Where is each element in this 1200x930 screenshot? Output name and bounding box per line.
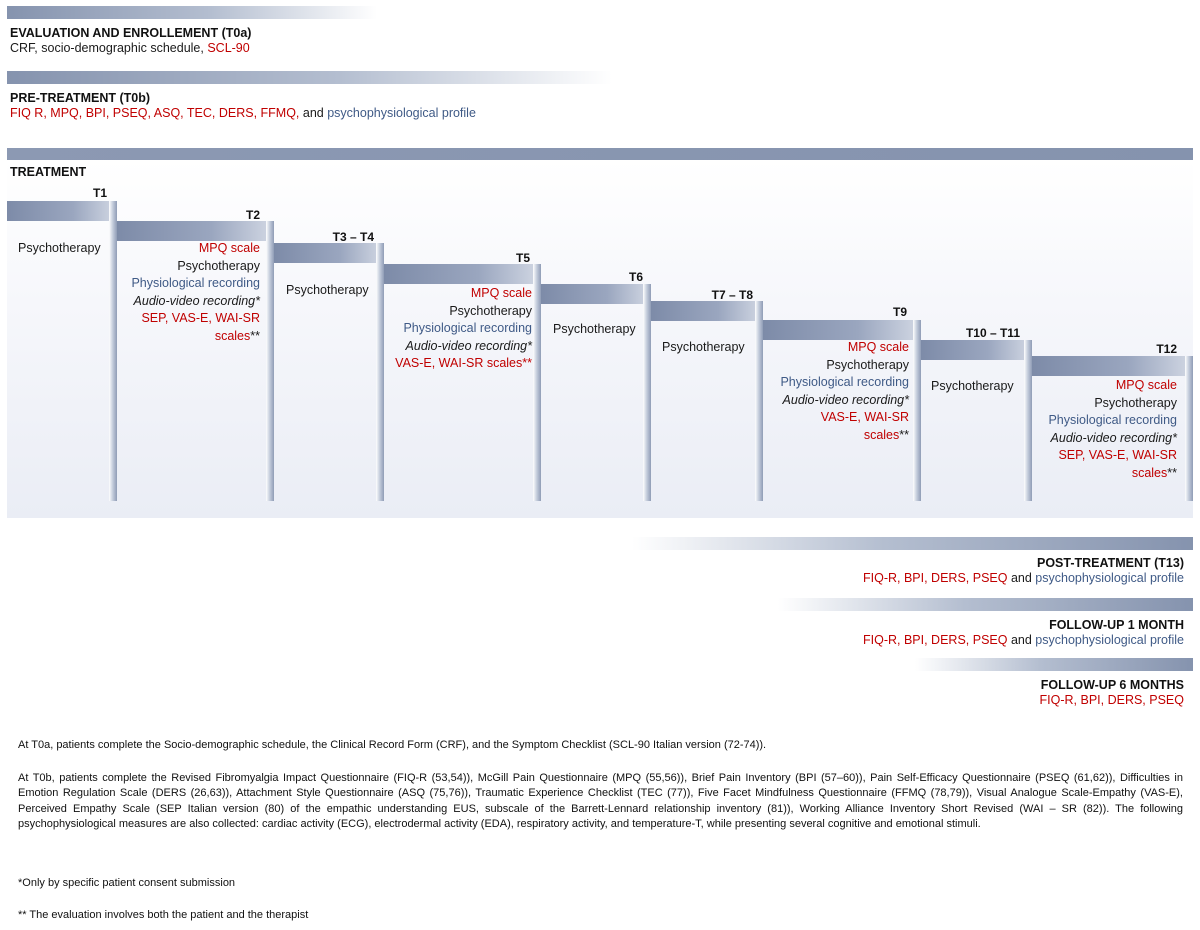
eval-instruments: CRF, socio-demographic schedule, SCL-90 <box>10 40 250 57</box>
step-post-t12 <box>1185 356 1193 501</box>
step-label-t3-t4: T3 – T4 <box>332 230 374 244</box>
step-label-t5: T5 <box>515 251 530 265</box>
step-t12-psychotherapy: Psychotherapy <box>1094 395 1177 410</box>
step-t9-content: MPQ scale Psychotherapy Physiological re… <box>780 339 909 444</box>
footnote-both: ** The evaluation involves both the pati… <box>18 909 309 921</box>
treatment-background <box>7 160 1193 518</box>
step-t12-mpq: MPQ scale <box>1115 378 1177 392</box>
eval-instruments-black: CRF, socio-demographic schedule, <box>10 41 208 55</box>
step-t9-physio: Physiological recording <box>780 375 909 389</box>
step-bar-t9 <box>763 320 921 340</box>
fu1-instruments-red: FIQ-R, BPI, DERS, PSEQ <box>863 633 1008 647</box>
step-label-t2: T2 <box>245 208 260 222</box>
step-t9-mpq: MPQ scale <box>847 340 909 354</box>
step-t1-psychotherapy: Psychotherapy <box>18 241 101 255</box>
treatment-title: TREATMENT <box>10 165 87 179</box>
post-instruments-blue: psychophysiological profile <box>1035 571 1184 585</box>
step-label-t12: T12 <box>1156 342 1177 356</box>
step-t10-t11-psychotherapy: Psychotherapy <box>931 379 1014 393</box>
step-bar-t10-t11 <box>921 340 1032 360</box>
step-bar-t7-t8 <box>651 301 763 321</box>
step-post-t10-t11 <box>1024 340 1032 501</box>
step-t9-scales-word: scales <box>863 427 900 442</box>
fu1-title: FOLLOW-UP 1 MONTH <box>1049 618 1184 632</box>
post-bar <box>632 537 1193 550</box>
step-bar-t2 <box>117 221 274 241</box>
step-t5-physio: Physiological recording <box>403 321 532 335</box>
step-bar-t12 <box>1032 356 1193 376</box>
footnote-t0b: At T0b, patients complete the Revised Fi… <box>18 772 1183 831</box>
post-instruments-red: FIQ-R, BPI, DERS, PSEQ <box>863 571 1008 585</box>
step-t2-physio: Physiological recording <box>131 276 260 290</box>
step-post-t3-t4 <box>376 243 384 501</box>
footnote-t0a: At T0a, patients complete the Socio-demo… <box>18 739 767 751</box>
step-post-t9 <box>913 320 921 501</box>
step-t12-scales-word: scales <box>1131 465 1168 480</box>
pre-instruments-blue: psychophysiological profile <box>327 106 476 120</box>
step-t6-psychotherapy: Psychotherapy <box>553 322 636 336</box>
step-post-t7-t8 <box>755 301 763 501</box>
step-t2-double-mark: ** <box>250 328 260 343</box>
fu6-title: FOLLOW-UP 6 MONTHS <box>1040 678 1184 692</box>
step-label-t9: T9 <box>892 305 907 319</box>
step-t2-scales: SEP, VAS-E, WAI-SR <box>141 311 260 325</box>
step-post-t5 <box>533 264 541 501</box>
step-label-t10-t11: T10 – T11 <box>965 326 1020 340</box>
pre-instruments-and: and <box>299 106 328 120</box>
step-t2-psychotherapy: Psychotherapy <box>177 258 260 273</box>
step-t5-content: MPQ scale Psychotherapy Physiological re… <box>395 285 532 373</box>
step-t5-psychotherapy: Psychotherapy <box>449 303 532 318</box>
step-t9-scales-2: scales** <box>780 427 909 445</box>
post-instruments-and: and <box>1007 571 1036 585</box>
step-t12-physio: Physiological recording <box>1048 413 1177 427</box>
fu1-instruments-and: and <box>1007 633 1036 647</box>
step-t2-content: MPQ scale Psychotherapy Physiological re… <box>131 240 260 345</box>
step-t3-t4-psychotherapy: Psychotherapy <box>286 283 369 297</box>
step-t2-scales-2: scales** <box>131 328 260 346</box>
step-t12-double-mark: ** <box>1167 465 1177 480</box>
pre-title: PRE-TREATMENT (T0b) <box>10 91 151 105</box>
step-bar-t5 <box>384 264 541 284</box>
pre-instruments: FIQ R, MPQ, BPI, PSEQ, ASQ, TEC, DERS, F… <box>10 105 476 122</box>
footnote-consent: *Only by specific patient consent submis… <box>18 877 236 889</box>
step-bar-t3-t4 <box>274 243 384 263</box>
step-t7-t8-psychotherapy: Psychotherapy <box>662 340 745 354</box>
fu1-instruments-blue: psychophysiological profile <box>1035 633 1184 647</box>
pre-bar <box>7 71 612 84</box>
step-t9-double-mark: ** <box>899 427 909 442</box>
step-post-t6 <box>643 284 651 501</box>
eval-title: EVALUATION AND ENROLLEMENT (T0a) <box>10 26 252 40</box>
pre-instruments-red: FIQ R, MPQ, BPI, PSEQ, ASQ, TEC, DERS, F… <box>10 106 300 120</box>
eval-bar <box>7 6 377 19</box>
step-t12-scales: SEP, VAS-E, WAI-SR <box>1058 448 1177 462</box>
fu6-instruments: FIQ-R, BPI, DERS, PSEQ <box>1039 693 1184 707</box>
step-bar-t6 <box>541 284 651 304</box>
step-t5-scales: VAS-E, WAI-SR scales** <box>395 356 532 370</box>
step-label-t1: T1 <box>92 186 107 200</box>
step-post-t1 <box>109 201 117 501</box>
post-instruments: FIQ-R, BPI, DERS, PSEQ and psychophysiol… <box>863 570 1184 587</box>
fu6-bar <box>915 658 1193 671</box>
step-bar-t1 <box>7 201 117 221</box>
step-label-t6: T6 <box>628 270 643 284</box>
step-t2-mpq: MPQ scale <box>198 241 260 255</box>
step-t2-audio: Audio-video recording* <box>133 293 260 308</box>
step-t5-mpq: MPQ scale <box>470 286 532 300</box>
step-t9-scales: VAS-E, WAI-SR <box>820 410 909 424</box>
eval-instruments-red: SCL-90 <box>207 41 250 55</box>
step-t9-audio: Audio-video recording* <box>782 392 909 407</box>
fu1-instruments: FIQ-R, BPI, DERS, PSEQ and psychophysiol… <box>863 632 1184 649</box>
fu1-bar <box>778 598 1193 611</box>
step-t2-scales-word: scales <box>214 328 251 343</box>
step-t12-audio: Audio-video recording* <box>1050 430 1177 445</box>
step-t12-scales-2: scales** <box>1048 465 1177 483</box>
step-t12-content: MPQ scale Psychotherapy Physiological re… <box>1048 377 1177 482</box>
treatment-bar <box>7 148 1193 160</box>
step-label-t7-t8: T7 – T8 <box>711 288 753 302</box>
step-post-t2 <box>266 221 274 501</box>
post-title: POST-TREATMENT (T13) <box>1037 556 1184 570</box>
step-t9-psychotherapy: Psychotherapy <box>826 357 909 372</box>
step-t5-audio: Audio-video recording* <box>405 338 532 353</box>
